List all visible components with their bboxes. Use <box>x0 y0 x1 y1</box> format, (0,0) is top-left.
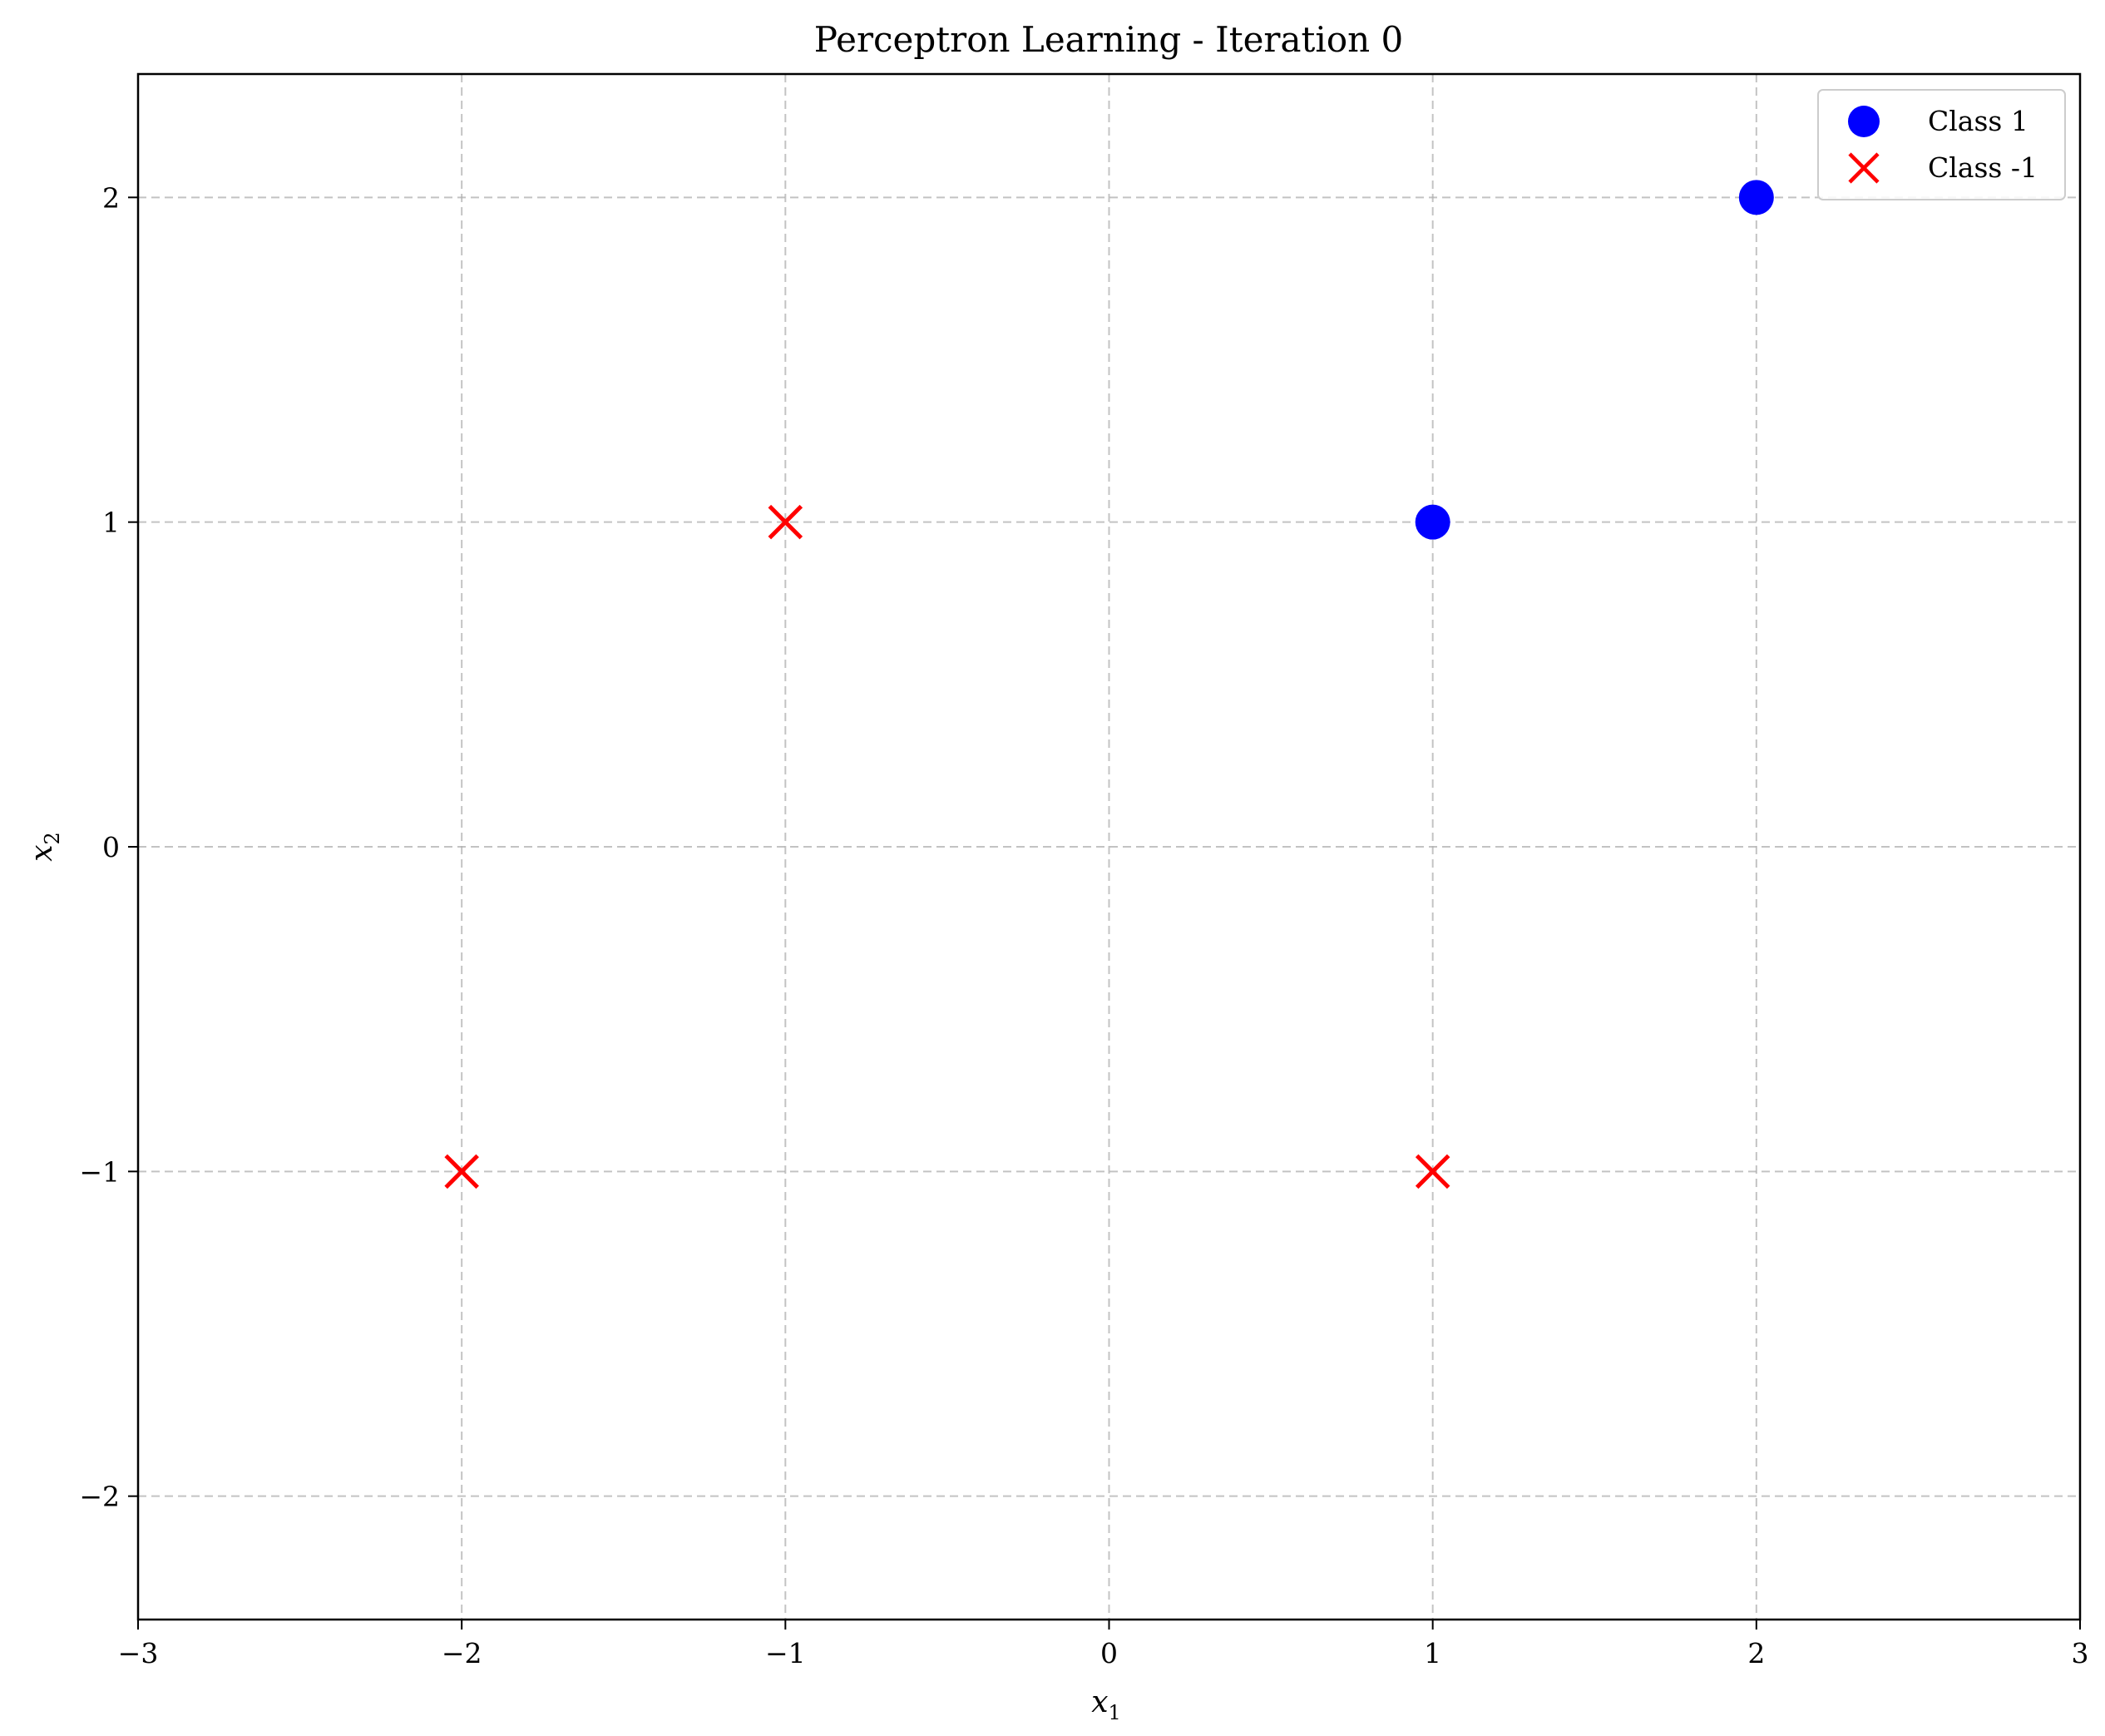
y-tick-label: 0 <box>102 831 120 863</box>
x-tick-label: 2 <box>1747 1637 1765 1669</box>
data-point-class-neg1 <box>768 504 803 540</box>
x-tick-label: 1 <box>1424 1637 1441 1669</box>
data-point-class-neg1 <box>1415 1154 1450 1189</box>
grid <box>137 74 2081 1620</box>
y-tick-label: −2 <box>79 1481 120 1513</box>
data-point-class-1 <box>1738 180 1774 215</box>
legend-label-class-neg1: Class -1 <box>1928 151 2038 184</box>
y-axis-label: x2 <box>25 832 64 862</box>
legend-box <box>1817 89 2066 200</box>
data-point-class-1 <box>1415 504 1450 540</box>
x-tick-label: 0 <box>1100 1637 1118 1669</box>
legend-marker-class-1 <box>1848 106 1880 137</box>
y-tick-label: 2 <box>102 181 120 214</box>
y-tick-label: 1 <box>102 507 120 539</box>
legend-label-class-1: Class 1 <box>1928 105 2028 137</box>
plot-frame <box>136 72 2082 1621</box>
x-axis-label: x1 <box>1091 1685 1121 1724</box>
chart-title: Perceptron Learning - Iteration 0 <box>814 19 1404 60</box>
x-tick-label: −1 <box>765 1637 806 1669</box>
legend-marker-class-neg1 <box>1848 152 1880 184</box>
data-points <box>444 180 1774 1189</box>
data-point-class-neg1 <box>444 1154 479 1189</box>
y-tick-label: −1 <box>79 1155 120 1188</box>
x-tick-label: −2 <box>442 1637 482 1669</box>
x-tick-label: −3 <box>118 1637 159 1669</box>
legend: Class 1 Class -1 <box>1817 89 2066 200</box>
x-tick-label: 3 <box>2072 1637 2089 1669</box>
axis-ticks: −3 −2 −1 0 1 2 3 −2 −1 0 1 2 <box>79 181 2088 1669</box>
